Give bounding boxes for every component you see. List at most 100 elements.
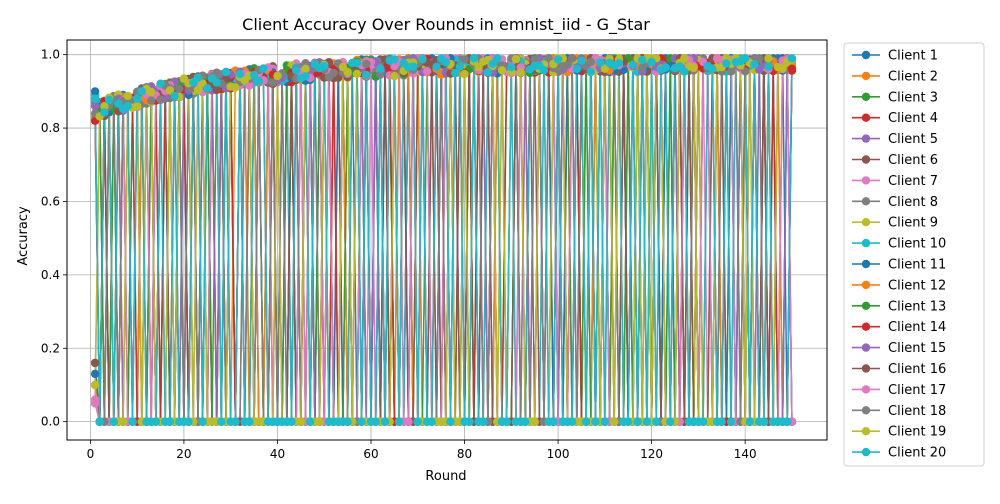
data-point bbox=[521, 417, 530, 426]
legend-label: Client 3 bbox=[888, 90, 938, 105]
legend-marker bbox=[861, 406, 871, 415]
data-point bbox=[343, 417, 352, 426]
series-points bbox=[90, 54, 797, 426]
y-tick-label: 0.0 bbox=[41, 415, 60, 429]
legend-item: Client 20 bbox=[852, 446, 946, 461]
data-point bbox=[418, 55, 427, 64]
data-point bbox=[352, 58, 362, 68]
x-tick-label: 0 bbox=[87, 447, 95, 461]
legend-item: Client 17 bbox=[852, 383, 946, 398]
data-point bbox=[750, 60, 759, 69]
legend-item: Client 5 bbox=[852, 132, 938, 147]
data-point bbox=[165, 86, 175, 95]
legend-label: Client 20 bbox=[888, 446, 946, 461]
data-point bbox=[329, 68, 338, 78]
data-point bbox=[764, 54, 773, 63]
data-point bbox=[184, 417, 193, 426]
x-axis-label: Round bbox=[425, 469, 466, 484]
data-point bbox=[362, 70, 371, 80]
data-point bbox=[741, 54, 750, 63]
legend-marker bbox=[861, 427, 871, 436]
data-point bbox=[371, 417, 380, 426]
legend-marker bbox=[861, 447, 871, 457]
legend-label: Client 4 bbox=[888, 111, 938, 126]
legend-label: Client 14 bbox=[888, 320, 946, 335]
data-point bbox=[292, 66, 301, 75]
legend-item: Client 1 bbox=[852, 49, 938, 64]
legend-item: Client 11 bbox=[852, 258, 946, 273]
data-point bbox=[100, 108, 109, 117]
data-point bbox=[614, 58, 624, 68]
data-point bbox=[591, 417, 600, 426]
data-point bbox=[586, 57, 595, 66]
data-point bbox=[268, 78, 277, 87]
data-point bbox=[413, 417, 422, 426]
data-point bbox=[451, 68, 460, 78]
data-point bbox=[193, 85, 203, 95]
x-tick-label: 60 bbox=[363, 447, 378, 461]
data-point bbox=[408, 62, 418, 71]
data-point bbox=[147, 87, 156, 97]
legend-label: Client 7 bbox=[888, 174, 938, 189]
data-point bbox=[352, 69, 362, 79]
data-point bbox=[165, 417, 175, 426]
data-point bbox=[764, 62, 773, 71]
data-point bbox=[357, 417, 366, 426]
data-point bbox=[530, 417, 539, 426]
data-point bbox=[394, 417, 404, 426]
data-point bbox=[231, 417, 240, 426]
legend-marker bbox=[861, 71, 871, 81]
y-tick-label: 0.4 bbox=[41, 268, 60, 282]
data-point bbox=[212, 85, 221, 95]
data-point bbox=[390, 72, 399, 81]
legend-label: Client 13 bbox=[888, 299, 946, 314]
data-point bbox=[600, 64, 609, 73]
data-point bbox=[717, 417, 726, 426]
data-point bbox=[497, 66, 507, 75]
data-point bbox=[231, 83, 240, 92]
data-point bbox=[123, 91, 132, 101]
data-point bbox=[726, 417, 736, 426]
data-point bbox=[652, 417, 661, 426]
legend-marker bbox=[861, 197, 871, 206]
data-point bbox=[296, 417, 305, 426]
data-point bbox=[301, 59, 310, 68]
data-point bbox=[553, 55, 563, 64]
data-point bbox=[610, 417, 619, 426]
y-tick-label: 0.8 bbox=[41, 121, 60, 135]
data-point bbox=[156, 79, 165, 88]
legend-item: Client 14 bbox=[852, 320, 946, 335]
data-point bbox=[628, 60, 638, 69]
data-point bbox=[549, 417, 558, 426]
axis-ticks: 0 20 40 60 80 100 120 140 0.0 0.2 0.4 0.6 0.8 1.0 bbox=[41, 48, 757, 461]
data-point bbox=[273, 71, 282, 81]
data-point bbox=[698, 417, 708, 426]
data-point bbox=[441, 58, 450, 67]
data-point bbox=[722, 59, 731, 68]
data-point bbox=[642, 417, 652, 426]
legend-marker bbox=[861, 343, 871, 352]
data-point bbox=[137, 87, 146, 96]
data-point bbox=[511, 54, 521, 64]
chart-title: Client Accuracy Over Rounds in emnist_ii… bbox=[242, 15, 650, 35]
data-point bbox=[479, 417, 488, 426]
data-point bbox=[745, 417, 754, 426]
legend-item: Client 6 bbox=[852, 153, 938, 168]
data-point bbox=[175, 84, 184, 94]
legend-marker bbox=[861, 322, 871, 331]
legend-item: Client 12 bbox=[852, 278, 946, 293]
data-point bbox=[133, 94, 142, 103]
legend-label: Client 15 bbox=[888, 341, 946, 356]
legend-item: Client 13 bbox=[852, 299, 946, 314]
data-point bbox=[488, 59, 497, 68]
legend-marker bbox=[861, 280, 871, 290]
data-point bbox=[680, 67, 689, 76]
data-point bbox=[647, 57, 656, 67]
data-point bbox=[483, 67, 493, 77]
legend-box bbox=[843, 42, 985, 467]
legend-label: Client 6 bbox=[888, 153, 938, 168]
data-point bbox=[432, 62, 441, 72]
y-tick-label: 0.6 bbox=[41, 194, 60, 208]
legend-item: Client 19 bbox=[852, 425, 946, 440]
